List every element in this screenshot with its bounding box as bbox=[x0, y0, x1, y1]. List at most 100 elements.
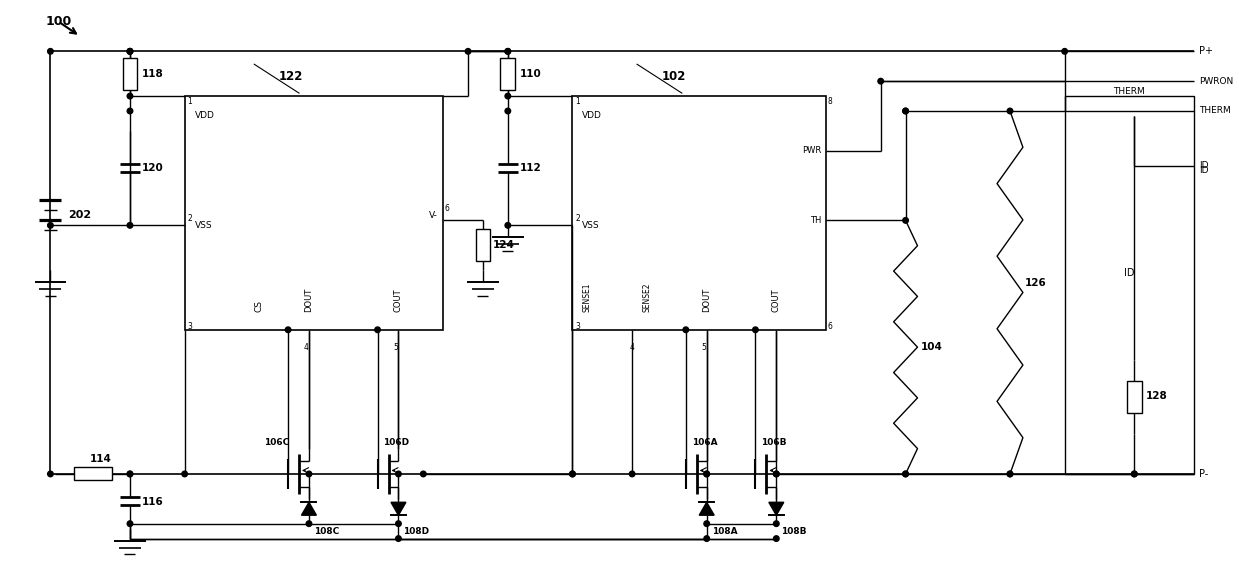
Text: DOUT: DOUT bbox=[703, 288, 711, 312]
Circle shape bbox=[128, 48, 133, 54]
Circle shape bbox=[1007, 471, 1012, 477]
Text: P+: P+ bbox=[1199, 47, 1213, 56]
Circle shape bbox=[903, 471, 908, 477]
Text: 6: 6 bbox=[445, 204, 449, 213]
Circle shape bbox=[1007, 108, 1012, 114]
Circle shape bbox=[903, 108, 908, 114]
Text: 118: 118 bbox=[142, 68, 164, 79]
Bar bbox=[572, 96, 826, 329]
Text: 106A: 106A bbox=[691, 438, 717, 447]
Polygon shape bbox=[301, 503, 316, 515]
Text: 104: 104 bbox=[921, 342, 943, 352]
Circle shape bbox=[128, 471, 133, 477]
Circle shape bbox=[773, 521, 779, 527]
Text: 4: 4 bbox=[304, 343, 309, 352]
Text: 5: 5 bbox=[394, 343, 399, 352]
Text: 108B: 108B bbox=[782, 527, 807, 536]
Text: COUT: COUT bbox=[772, 288, 781, 312]
Circle shape bbox=[395, 521, 401, 527]
Text: 3: 3 bbox=[187, 322, 192, 331]
Text: 2: 2 bbox=[187, 214, 192, 223]
Circle shape bbox=[506, 223, 510, 228]
Circle shape bbox=[773, 536, 779, 542]
Text: 110: 110 bbox=[519, 68, 541, 79]
Text: 106D: 106D bbox=[384, 438, 410, 447]
Circle shape bbox=[903, 471, 908, 477]
Text: ID: ID bbox=[1199, 161, 1208, 170]
Circle shape bbox=[1007, 471, 1012, 477]
Circle shape bbox=[47, 223, 53, 228]
Text: 4: 4 bbox=[629, 343, 634, 352]
Text: 5: 5 bbox=[701, 343, 706, 352]
Text: 106C: 106C bbox=[264, 438, 290, 447]
Text: 114: 114 bbox=[90, 454, 112, 464]
Text: 1: 1 bbox=[575, 97, 580, 106]
Text: TH: TH bbox=[809, 216, 821, 225]
Text: CS: CS bbox=[255, 300, 264, 312]
Circle shape bbox=[128, 108, 133, 114]
Circle shape bbox=[420, 471, 426, 477]
Polygon shape bbox=[769, 503, 784, 515]
Text: 128: 128 bbox=[1146, 392, 1168, 401]
Text: THERM: THERM bbox=[1114, 87, 1145, 95]
Circle shape bbox=[128, 521, 133, 527]
Circle shape bbox=[395, 536, 401, 542]
Text: 100: 100 bbox=[46, 15, 72, 28]
Polygon shape bbox=[392, 503, 406, 515]
Circle shape bbox=[506, 108, 510, 114]
Text: VSS: VSS bbox=[195, 221, 212, 230]
Circle shape bbox=[395, 471, 401, 477]
Text: THERM: THERM bbox=[1199, 106, 1230, 116]
Text: 126: 126 bbox=[1025, 278, 1047, 288]
Circle shape bbox=[506, 48, 510, 54]
Circle shape bbox=[306, 521, 312, 527]
Text: 2: 2 bbox=[575, 214, 580, 223]
Circle shape bbox=[1131, 471, 1137, 477]
Circle shape bbox=[903, 108, 908, 114]
Text: P-: P- bbox=[1199, 469, 1208, 479]
Bar bbox=[1126, 381, 1141, 413]
Circle shape bbox=[704, 471, 710, 477]
Circle shape bbox=[128, 223, 133, 228]
Circle shape bbox=[683, 327, 689, 332]
Circle shape bbox=[752, 327, 758, 332]
Circle shape bbox=[704, 536, 710, 542]
Text: VDD: VDD bbox=[195, 112, 214, 121]
Circle shape bbox=[570, 471, 575, 477]
Circle shape bbox=[506, 93, 510, 99]
Circle shape bbox=[47, 471, 53, 477]
Circle shape bbox=[506, 48, 510, 54]
Circle shape bbox=[704, 521, 710, 527]
Circle shape bbox=[128, 93, 133, 99]
Text: DOUT: DOUT bbox=[305, 288, 313, 312]
Circle shape bbox=[878, 78, 883, 84]
Text: 102: 102 bbox=[662, 70, 686, 83]
Text: 112: 112 bbox=[519, 163, 541, 173]
Text: VDD: VDD bbox=[582, 112, 602, 121]
Text: 108A: 108A bbox=[711, 527, 737, 536]
Bar bbox=[74, 467, 112, 480]
Circle shape bbox=[128, 471, 133, 477]
Text: 120: 120 bbox=[142, 163, 164, 173]
Circle shape bbox=[629, 471, 634, 477]
Text: ID: ID bbox=[1124, 267, 1135, 278]
Circle shape bbox=[182, 471, 187, 477]
Circle shape bbox=[1131, 471, 1137, 477]
Text: PWRON: PWRON bbox=[1199, 76, 1233, 86]
Text: COUT: COUT bbox=[394, 288, 403, 312]
Text: 116: 116 bbox=[142, 497, 164, 507]
Text: 108D: 108D bbox=[404, 527, 430, 536]
Circle shape bbox=[306, 471, 312, 477]
Bar bbox=[185, 96, 444, 329]
Polygon shape bbox=[699, 503, 714, 515]
Bar bbox=[501, 58, 515, 90]
Text: 106B: 106B bbox=[762, 438, 787, 447]
Text: 124: 124 bbox=[493, 240, 514, 250]
Bar bbox=[1064, 96, 1194, 474]
Circle shape bbox=[773, 471, 779, 477]
Circle shape bbox=[903, 217, 908, 223]
Circle shape bbox=[704, 471, 710, 477]
Circle shape bbox=[47, 48, 53, 54]
Circle shape bbox=[1062, 48, 1068, 54]
Text: 122: 122 bbox=[279, 70, 304, 83]
